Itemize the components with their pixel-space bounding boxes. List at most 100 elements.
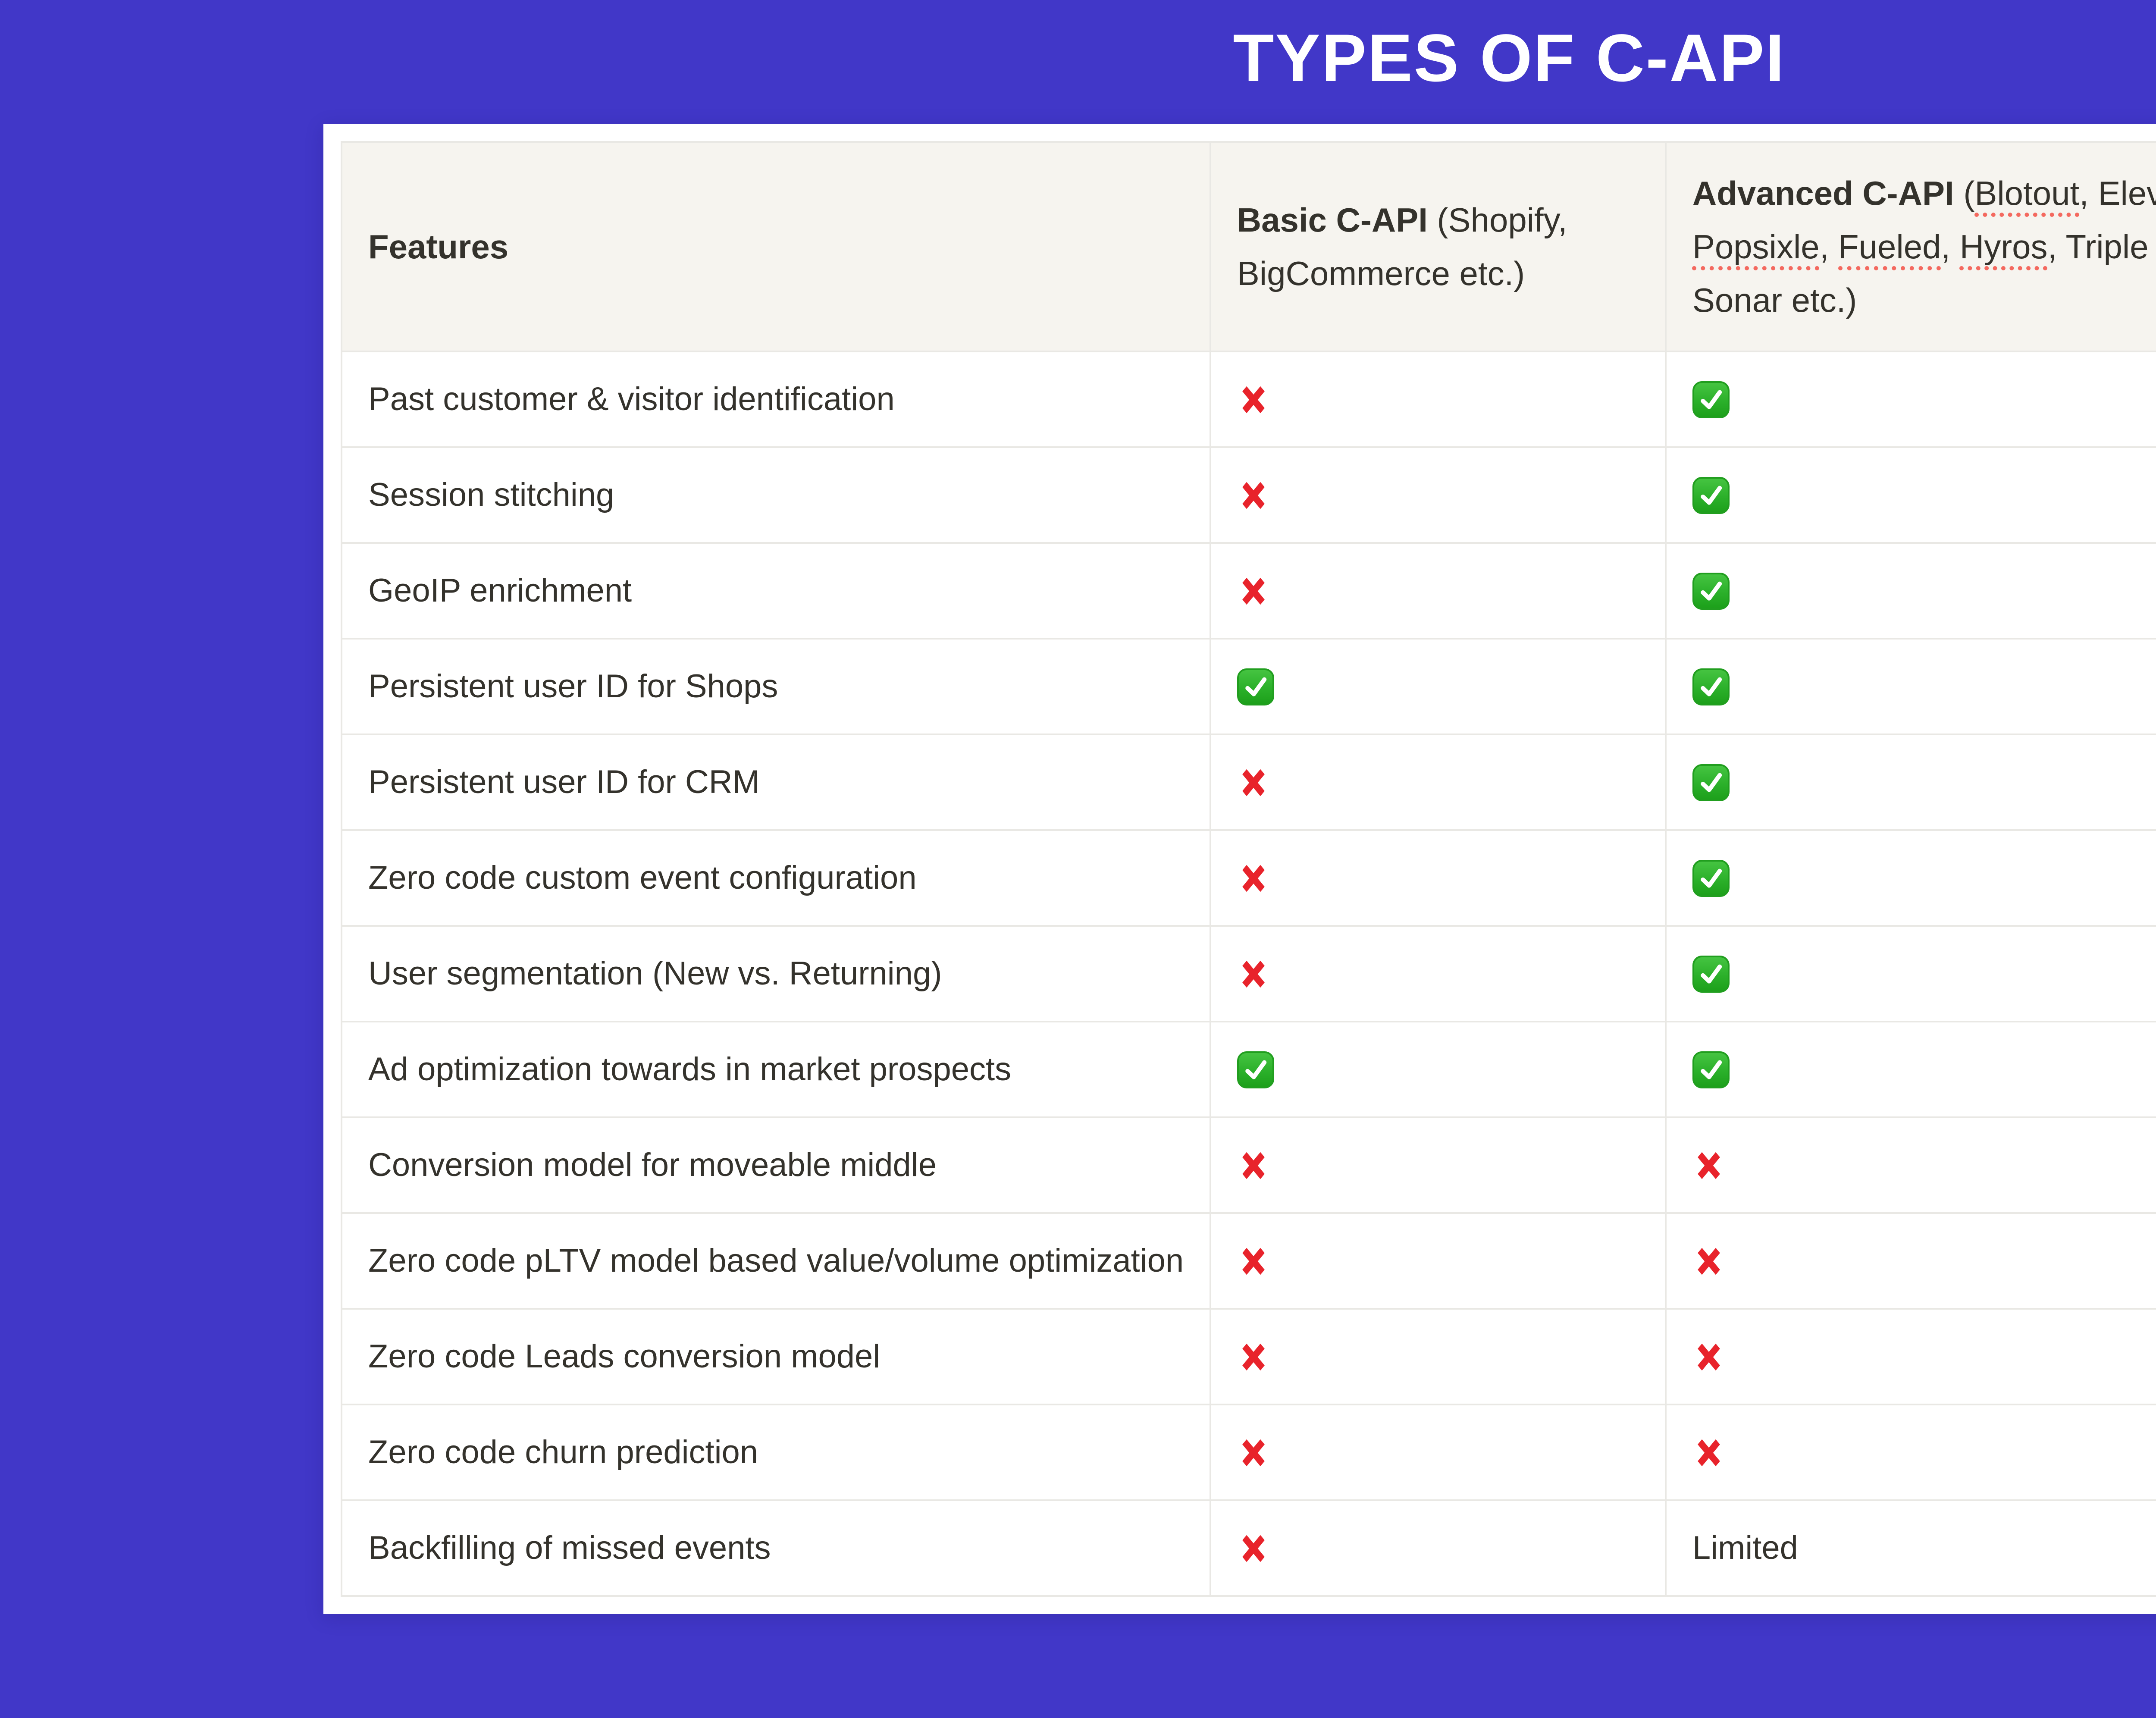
basic-cell <box>1209 829 1667 927</box>
feature-name: Persistent user ID for Shops <box>368 668 778 705</box>
check-icon <box>1692 381 1730 419</box>
table-row: Persistent user ID for Shops <box>341 638 2156 736</box>
feature-name: Conversion model for moveable middle <box>368 1147 937 1184</box>
advanced-cell <box>1664 829 2156 927</box>
table-row: Conversion model for moveable middle <box>341 1116 2156 1214</box>
feature-cell: Persistent user ID for CRM <box>341 734 1211 831</box>
feature-cell: Past customer & visitor identification <box>341 351 1211 448</box>
header-segment: Features <box>368 228 509 266</box>
check-icon <box>1237 668 1274 706</box>
header-segment: Basic C-API <box>1237 201 1428 239</box>
feature-cell: Zero code churn prediction <box>341 1404 1211 1502</box>
feature-name: Backfilling of missed events <box>368 1530 771 1567</box>
header-segment: Fueled <box>1838 228 1941 266</box>
table-card: Features Basic C-API (Shopify, BigCommerc… <box>323 124 2156 1615</box>
feature-cell: Session stitching <box>341 446 1211 544</box>
feature-cell: Backfilling of missed events <box>341 1499 1211 1597</box>
basic-cell <box>1209 1212 1667 1310</box>
table-row: Session stitching <box>341 446 2156 544</box>
feature-cell: User segmentation (New vs. Returning) <box>341 925 1211 1023</box>
advanced-cell <box>1664 1308 2156 1406</box>
cross-icon <box>1237 1241 1270 1281</box>
feature-name: Persistent user ID for CRM <box>368 764 760 801</box>
check-icon <box>1237 1051 1274 1089</box>
table-row: Zero code Leads conversion model <box>341 1308 2156 1406</box>
advanced-cell <box>1664 1212 2156 1310</box>
basic-cell <box>1209 1116 1667 1214</box>
table-row: Backfilling of missed events Limited <box>341 1499 2156 1597</box>
basic-cell <box>1209 351 1667 448</box>
feature-name: User segmentation (New vs. Returning) <box>368 955 942 992</box>
feature-name: Zero code pLTV model based value/volume … <box>368 1242 1184 1279</box>
feature-cell: Zero code custom event configuration <box>341 829 1211 927</box>
table-row: Past customer & visitor identification <box>341 351 2156 448</box>
advanced-cell <box>1664 638 2156 736</box>
table-row: Persistent user ID for CRM <box>341 734 2156 831</box>
basic-cell <box>1209 446 1667 544</box>
page-background: { "title": "TYPES OF C-API", "colors": {… <box>0 20 2156 1718</box>
basic-cell <box>1209 542 1667 640</box>
cross-icon <box>1237 954 1270 994</box>
check-icon <box>1692 860 1730 897</box>
advanced-cell <box>1664 351 2156 448</box>
feature-name: Past customer & visitor identification <box>368 381 895 418</box>
table-row: Zero code custom event configuration <box>341 829 2156 927</box>
feature-cell: Zero code pLTV model based value/volume … <box>341 1212 1211 1310</box>
advanced-cell <box>1664 446 2156 544</box>
header-segment: (Shopify, BigCommerce etc.) <box>1237 201 1567 293</box>
basic-cell <box>1209 1308 1667 1406</box>
header-segment: Advanced C-API <box>1692 174 1954 213</box>
column-header-features: Features <box>341 141 1211 353</box>
check-icon <box>1692 668 1730 706</box>
header-segment: Popsixle <box>1692 228 1820 266</box>
feature-name: Zero code Leads conversion model <box>368 1338 881 1375</box>
column-header-basic-c-api: Basic C-API (Shopify, BigCommerce etc.) <box>1209 141 1667 353</box>
cross-icon <box>1237 1337 1270 1377</box>
cross-icon <box>1692 1146 1725 1185</box>
header-segment: , <box>1941 228 1960 266</box>
advanced-cell <box>1664 1116 2156 1214</box>
feature-name: GeoIP enrichment <box>368 572 632 609</box>
header-row: Features Basic C-API (Shopify, BigCommerc… <box>341 141 2156 353</box>
table-row: GeoIP enrichment <box>341 542 2156 640</box>
check-icon <box>1692 1051 1730 1089</box>
table-row: Zero code pLTV model based value/volume … <box>341 1212 2156 1310</box>
advanced-cell: Limited <box>1664 1499 2156 1597</box>
advanced-cell <box>1664 1021 2156 1119</box>
cross-icon <box>1237 476 1270 515</box>
cross-icon <box>1237 1529 1270 1568</box>
header-segment: Blotout <box>1974 174 2080 213</box>
feature-name: Zero code churn prediction <box>368 1434 758 1471</box>
check-icon <box>1692 573 1730 610</box>
check-icon <box>1692 764 1730 802</box>
advanced-cell <box>1664 542 2156 640</box>
feature-name: Zero code custom event configuration <box>368 859 917 897</box>
cross-icon <box>1237 1146 1270 1185</box>
cross-icon <box>1237 1433 1270 1473</box>
page-title: TYPES OF C-API <box>1233 21 1786 96</box>
check-icon <box>1692 956 1730 993</box>
feature-cell: Persistent user ID for Shops <box>341 638 1211 736</box>
header-segment: , Triple Whale’s Sonar etc.) <box>1692 228 2156 320</box>
basic-cell <box>1209 925 1667 1023</box>
header-segment: ( <box>1954 174 1975 213</box>
cross-icon <box>1237 380 1270 420</box>
check-icon <box>1692 477 1730 514</box>
feature-cell: Conversion model for moveable middle <box>341 1116 1211 1214</box>
cross-icon <box>1692 1337 1725 1377</box>
header-segment: , <box>1819 228 1839 266</box>
cross-icon <box>1692 1241 1725 1281</box>
basic-cell <box>1209 1499 1667 1597</box>
basic-cell <box>1209 638 1667 736</box>
column-header-advanced-c-api: Advanced C-API (Blotout, Elevar, Popsixl… <box>1664 141 2156 353</box>
feature-name: Session stitching <box>368 477 614 514</box>
cross-icon <box>1692 1433 1725 1473</box>
table-row: Zero code churn prediction <box>341 1404 2156 1502</box>
feature-cell: Zero code Leads conversion model <box>341 1308 1211 1406</box>
basic-cell <box>1209 734 1667 831</box>
cross-icon <box>1237 571 1270 611</box>
comparison-table: Features Basic C-API (Shopify, BigCommerc… <box>341 141 2156 1597</box>
feature-cell: Ad optimization towards in market prospe… <box>341 1021 1211 1119</box>
cell-text: Limited <box>1692 1530 1798 1567</box>
table-row: User segmentation (New vs. Returning) <box>341 925 2156 1023</box>
